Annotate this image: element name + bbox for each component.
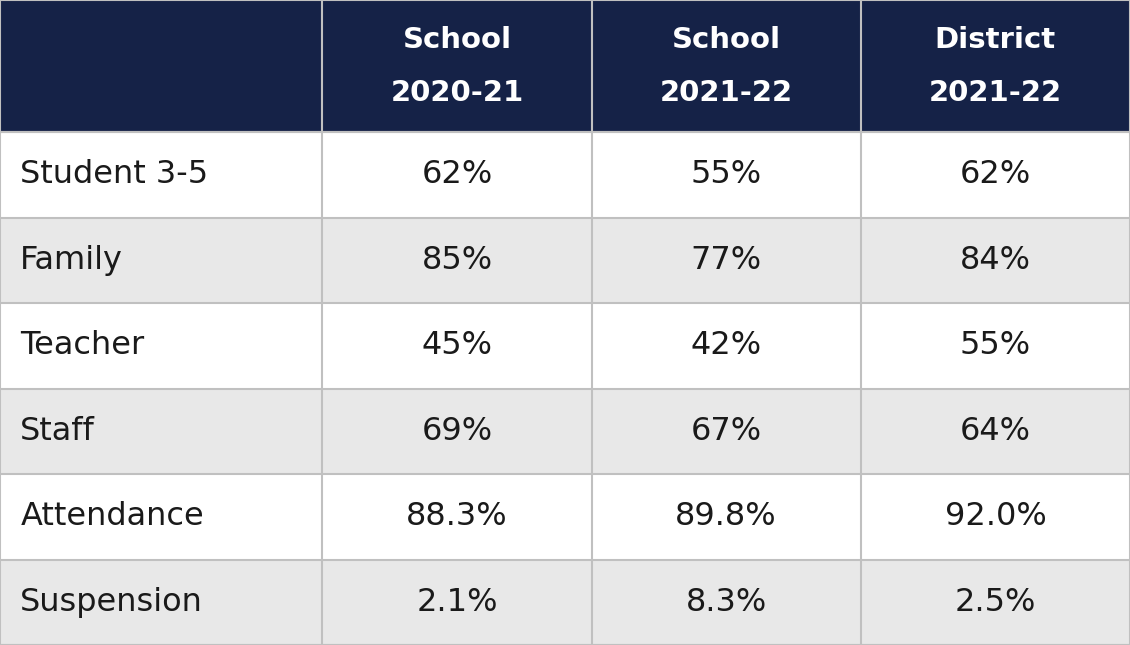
Bar — [322, 217, 592, 303]
Text: 67%: 67% — [690, 416, 762, 447]
Text: Staff: Staff — [20, 416, 95, 447]
Bar — [322, 388, 592, 474]
Bar — [0, 0, 322, 132]
Text: School: School — [671, 26, 781, 54]
Text: District: District — [935, 26, 1055, 54]
Bar — [592, 0, 861, 132]
Bar — [592, 474, 861, 559]
Bar — [592, 217, 861, 303]
Bar — [592, 388, 861, 474]
Text: Student 3-5: Student 3-5 — [20, 159, 208, 190]
Bar — [861, 474, 1130, 559]
Text: Family: Family — [20, 245, 123, 276]
Bar — [0, 132, 322, 217]
Bar — [0, 217, 322, 303]
Text: 77%: 77% — [690, 245, 762, 276]
Text: 89.8%: 89.8% — [676, 501, 777, 532]
Bar — [861, 560, 1130, 645]
Text: 42%: 42% — [690, 330, 762, 361]
Bar — [0, 388, 322, 474]
Text: School: School — [402, 26, 512, 54]
Text: 2021-22: 2021-22 — [660, 79, 793, 106]
Text: 69%: 69% — [421, 416, 493, 447]
Text: 2.5%: 2.5% — [955, 587, 1036, 618]
Text: 2020-21: 2020-21 — [390, 79, 523, 106]
Text: 62%: 62% — [421, 159, 493, 190]
Text: 45%: 45% — [421, 330, 493, 361]
Text: Attendance: Attendance — [20, 501, 205, 532]
Text: 85%: 85% — [421, 245, 493, 276]
Bar — [592, 132, 861, 217]
Bar — [592, 560, 861, 645]
Text: 62%: 62% — [959, 159, 1031, 190]
Bar — [322, 560, 592, 645]
Text: 55%: 55% — [959, 330, 1031, 361]
Bar — [861, 303, 1130, 388]
Text: 55%: 55% — [690, 159, 762, 190]
Bar — [0, 474, 322, 559]
Text: 2021-22: 2021-22 — [929, 79, 1062, 106]
Bar — [861, 388, 1130, 474]
Bar — [861, 0, 1130, 132]
Bar — [322, 474, 592, 559]
Bar — [861, 132, 1130, 217]
Text: Suspension: Suspension — [20, 587, 203, 618]
Text: 2.1%: 2.1% — [416, 587, 497, 618]
Text: 88.3%: 88.3% — [406, 501, 507, 532]
Bar — [322, 132, 592, 217]
Text: 64%: 64% — [959, 416, 1031, 447]
Bar — [861, 217, 1130, 303]
Bar — [0, 303, 322, 388]
Text: 92.0%: 92.0% — [945, 501, 1046, 532]
Bar — [0, 560, 322, 645]
Text: 8.3%: 8.3% — [686, 587, 767, 618]
Text: 84%: 84% — [959, 245, 1031, 276]
Bar — [592, 303, 861, 388]
Bar — [322, 303, 592, 388]
Bar — [322, 0, 592, 132]
Text: Teacher: Teacher — [20, 330, 145, 361]
